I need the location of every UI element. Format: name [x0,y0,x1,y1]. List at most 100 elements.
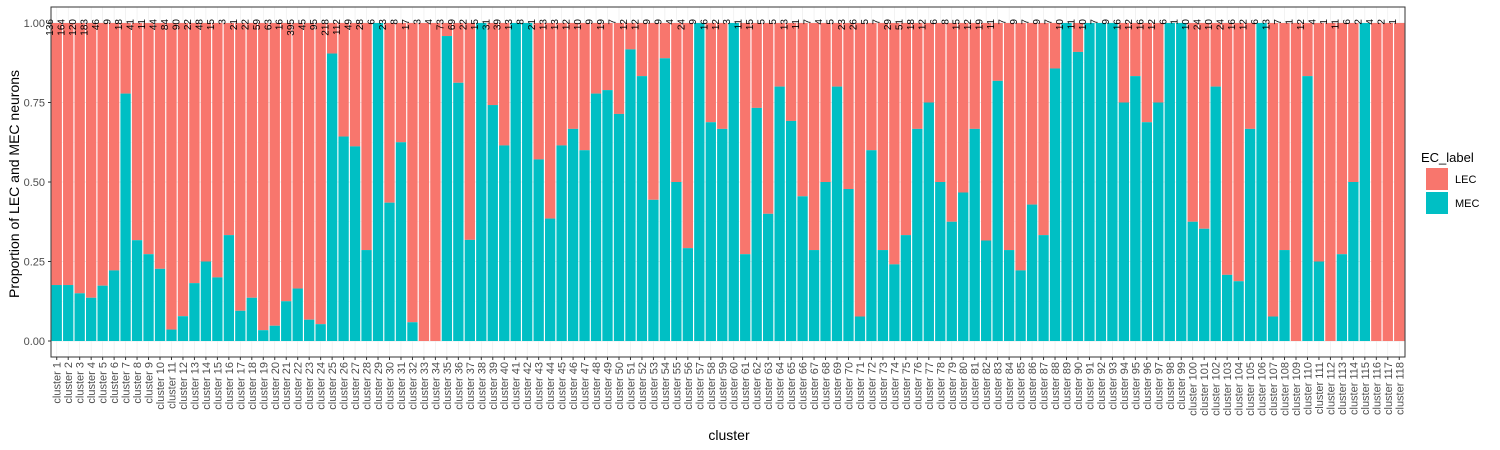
x-tick-label: cluster 22 [293,362,305,410]
x-tick-label: cluster 93 [1107,362,1119,410]
count-label: 9 [688,19,699,25]
count-label: 16 [275,19,286,31]
bar-segment-mec [831,86,843,341]
x-tick-label: cluster 83 [993,362,1005,410]
x-tick-label: cluster 53 [648,362,660,410]
bar-segment-lec [85,23,97,298]
count-label: 10 [1204,19,1215,31]
bar-segment-lec [648,23,659,200]
x-tick-label: cluster 8 [132,362,144,404]
x-tick-label: cluster 31 [396,362,408,410]
bar-segment-lec [1153,23,1164,103]
bar-segment-mec [682,248,694,341]
count-label: 16 [1112,19,1123,31]
bar-segment-lec [533,23,544,160]
bar-segment-mec [820,182,831,341]
count-label: 164 [57,19,68,36]
x-tick-label: cluster 24 [316,362,328,410]
count-label: 6 [1342,19,1353,25]
count-label: 3 [722,19,733,25]
count-label: 69 [447,19,458,31]
bar-segment-lec [946,23,957,222]
bar-segment-lec [1221,23,1233,275]
bar-segment-lec [590,23,602,94]
x-tick-label: cluster 16 [224,362,236,410]
bar-segment-mec [648,199,659,341]
x-tick-label: cluster 79 [947,362,959,410]
count-label: 22 [458,19,469,31]
count-label: 1 [1388,19,1399,25]
bar-segment-lec [63,23,74,286]
count-label: 12 [711,19,722,31]
count-label: 12 [1147,19,1158,31]
x-tick-label: cluster 15 [212,362,224,410]
bar-segment-lec [831,23,843,87]
count-label: 183 [80,19,91,36]
bar-segment-mec [338,136,349,341]
bar-segment-mec [866,150,877,341]
count-label: 16 [699,19,710,31]
bar-segment-lec [625,23,636,50]
bar-segment-lec [682,23,694,249]
bar-segment-mec [212,277,223,341]
x-tick-label: cluster 114 [1348,362,1360,415]
bar-segment-mec [85,297,97,341]
bar-segment-mec [223,235,235,341]
x-tick-label: cluster 5 [98,362,110,404]
bar-segment-mec [349,146,361,341]
bar-segment-lec [797,23,808,197]
bar-segment-lec [843,23,854,189]
x-tick-label: cluster 108 [1280,362,1292,416]
bar-segment-lec [315,23,326,325]
bar-segment-mec [1221,274,1233,341]
count-label: 84 [160,19,171,31]
bar-segment-mec [384,202,395,341]
count-label: 4 [814,19,825,25]
bar-segment-lec [464,23,475,240]
bar-segment-mec [671,182,682,341]
bar-segment-lec [1371,23,1382,341]
bar-segment-lec [338,23,349,137]
bar-segment-mec [1244,128,1256,341]
bar-segment-lec [487,23,498,106]
bar-segment-mec [315,324,326,341]
bar-segment-lec [740,23,751,255]
bar-segment-lec [177,23,189,317]
count-label: 12 [1239,19,1250,31]
bar-segment-mec [625,49,636,341]
bar-segment-mec [1336,254,1348,341]
bar-segment-mec [131,240,143,341]
bar-segment-mec [785,120,797,341]
x-tick-label: cluster 9 [144,362,156,404]
x-tick-label: cluster 103 [1222,362,1234,416]
bar-segment-mec [407,322,418,341]
x-tick-label: cluster 87 [1039,362,1051,410]
bar-segment-mec [590,93,602,341]
bar-segment-mec [453,82,464,341]
bar-segment-lec [544,23,556,219]
bar-segment-mec [1302,76,1313,341]
x-tick-label: cluster 37 [465,362,477,410]
bar-segment-lec [235,23,246,311]
count-label: 3 [217,19,228,25]
bar-segment-lec [705,23,716,123]
bar-segment-mec [981,240,992,341]
count-label: 28 [355,19,366,31]
count-label: 23 [378,19,389,31]
x-tick-label: cluster 12 [178,362,190,410]
x-tick-label: cluster 39 [488,362,500,410]
x-tick-label: cluster 54 [660,362,672,410]
bar-segment-mec [361,250,372,341]
count-label: 6 [367,19,378,25]
bar-segment-lec [1302,23,1313,77]
bar-segment-mec [476,23,487,341]
x-tick-label: cluster 43 [534,362,546,410]
bar-segment-lec [877,23,889,251]
count-label: 12 [562,19,573,31]
x-tick-label: cluster 11 [166,362,178,409]
x-tick-label: cluster 35 [442,362,454,410]
x-tick-label: cluster 69 [832,362,844,410]
bar-segment-mec [843,188,854,341]
bar-segment-mec [958,192,969,341]
bar-segment-lec [1130,23,1141,77]
